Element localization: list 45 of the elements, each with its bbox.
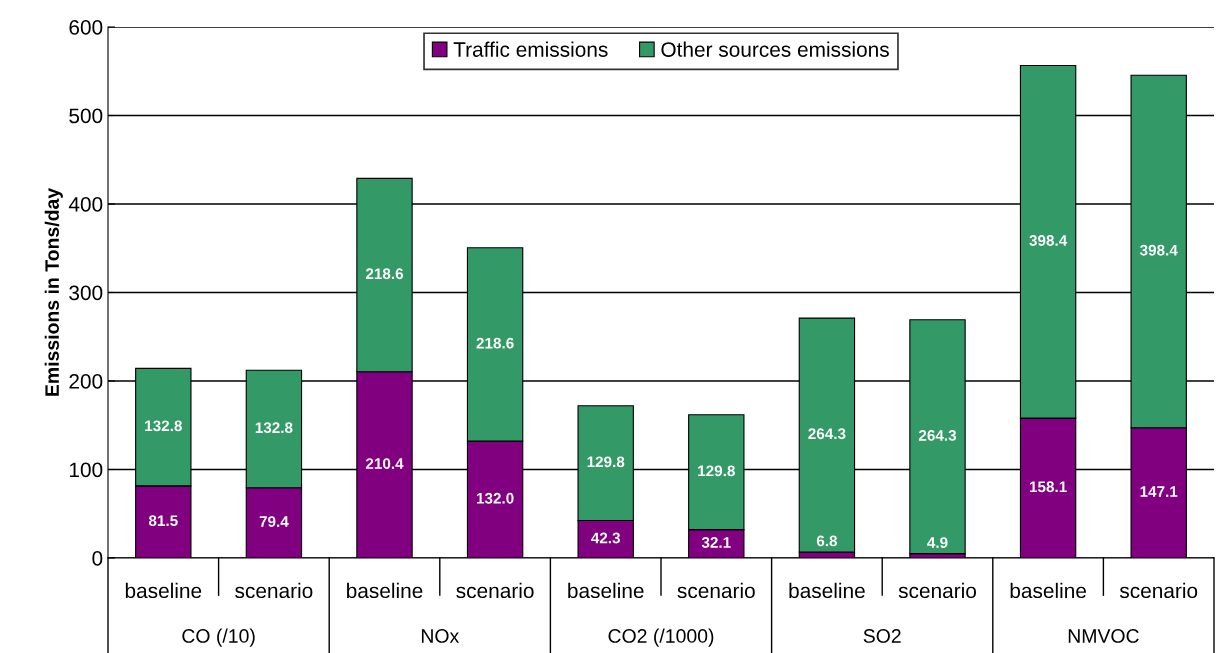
data-label: 158.1 bbox=[1029, 481, 1067, 493]
data-label: 132.8 bbox=[145, 420, 182, 432]
x-tick-label: baseline bbox=[568, 582, 644, 599]
data-label: 81.5 bbox=[148, 515, 178, 527]
data-label: 398.4 bbox=[1029, 235, 1068, 246]
legend-label: Traffic emissions bbox=[453, 41, 608, 57]
x-tick-label: baseline bbox=[125, 582, 202, 599]
text: CO (/10) bbox=[182, 628, 255, 647]
text: SO2 bbox=[863, 629, 901, 643]
data-label: 6.8 bbox=[816, 535, 838, 547]
data-label: 129.8 bbox=[698, 465, 735, 477]
data-label: 147.1 bbox=[1140, 486, 1178, 497]
text: NOx bbox=[421, 629, 460, 643]
y-tick-label: 200 bbox=[69, 374, 103, 389]
y-tick-label: 600 bbox=[69, 20, 103, 35]
y-tick-label: 100 bbox=[69, 462, 103, 478]
y-tick-label: 300 bbox=[69, 285, 103, 301]
x-tick-label: baseline bbox=[347, 582, 423, 599]
x-tick-label: scenario bbox=[1119, 582, 1198, 599]
data-label: 132.0 bbox=[476, 492, 514, 504]
legend-label: Other sources emissions bbox=[661, 41, 889, 57]
data-label: 264.3 bbox=[918, 429, 957, 441]
data-label: 4.9 bbox=[927, 537, 948, 548]
x-tick-label: scenario bbox=[898, 582, 976, 599]
data-label: 129.8 bbox=[587, 456, 625, 468]
x-tick-label: baseline bbox=[1010, 582, 1086, 599]
x-tick-label: baseline bbox=[789, 582, 865, 599]
data-label: 210.4 bbox=[365, 458, 404, 469]
data-label: 79.4 bbox=[259, 516, 289, 527]
x-tick-label: scenario bbox=[235, 582, 313, 599]
data-label: 398.4 bbox=[1139, 244, 1178, 256]
x-tick-label: scenario bbox=[456, 582, 534, 599]
y-tick-label: 500 bbox=[69, 108, 103, 124]
data-label: 132.8 bbox=[255, 422, 293, 434]
y-axis-title: Emissions in Tons/day bbox=[44, 187, 63, 396]
data-label: 218.6 bbox=[365, 268, 404, 280]
data-label: 42.3 bbox=[591, 532, 621, 544]
data-label: 264.3 bbox=[808, 428, 846, 440]
text: CO2 (/1000) bbox=[608, 628, 714, 647]
y-tick-label: 0 bbox=[92, 551, 103, 566]
y-tick-label: 400 bbox=[68, 197, 103, 212]
data-label: 218.6 bbox=[476, 337, 514, 349]
data-label: 32.1 bbox=[701, 537, 731, 548]
x-tick-label: scenario bbox=[677, 582, 755, 599]
text: NMVOC bbox=[1068, 629, 1139, 643]
